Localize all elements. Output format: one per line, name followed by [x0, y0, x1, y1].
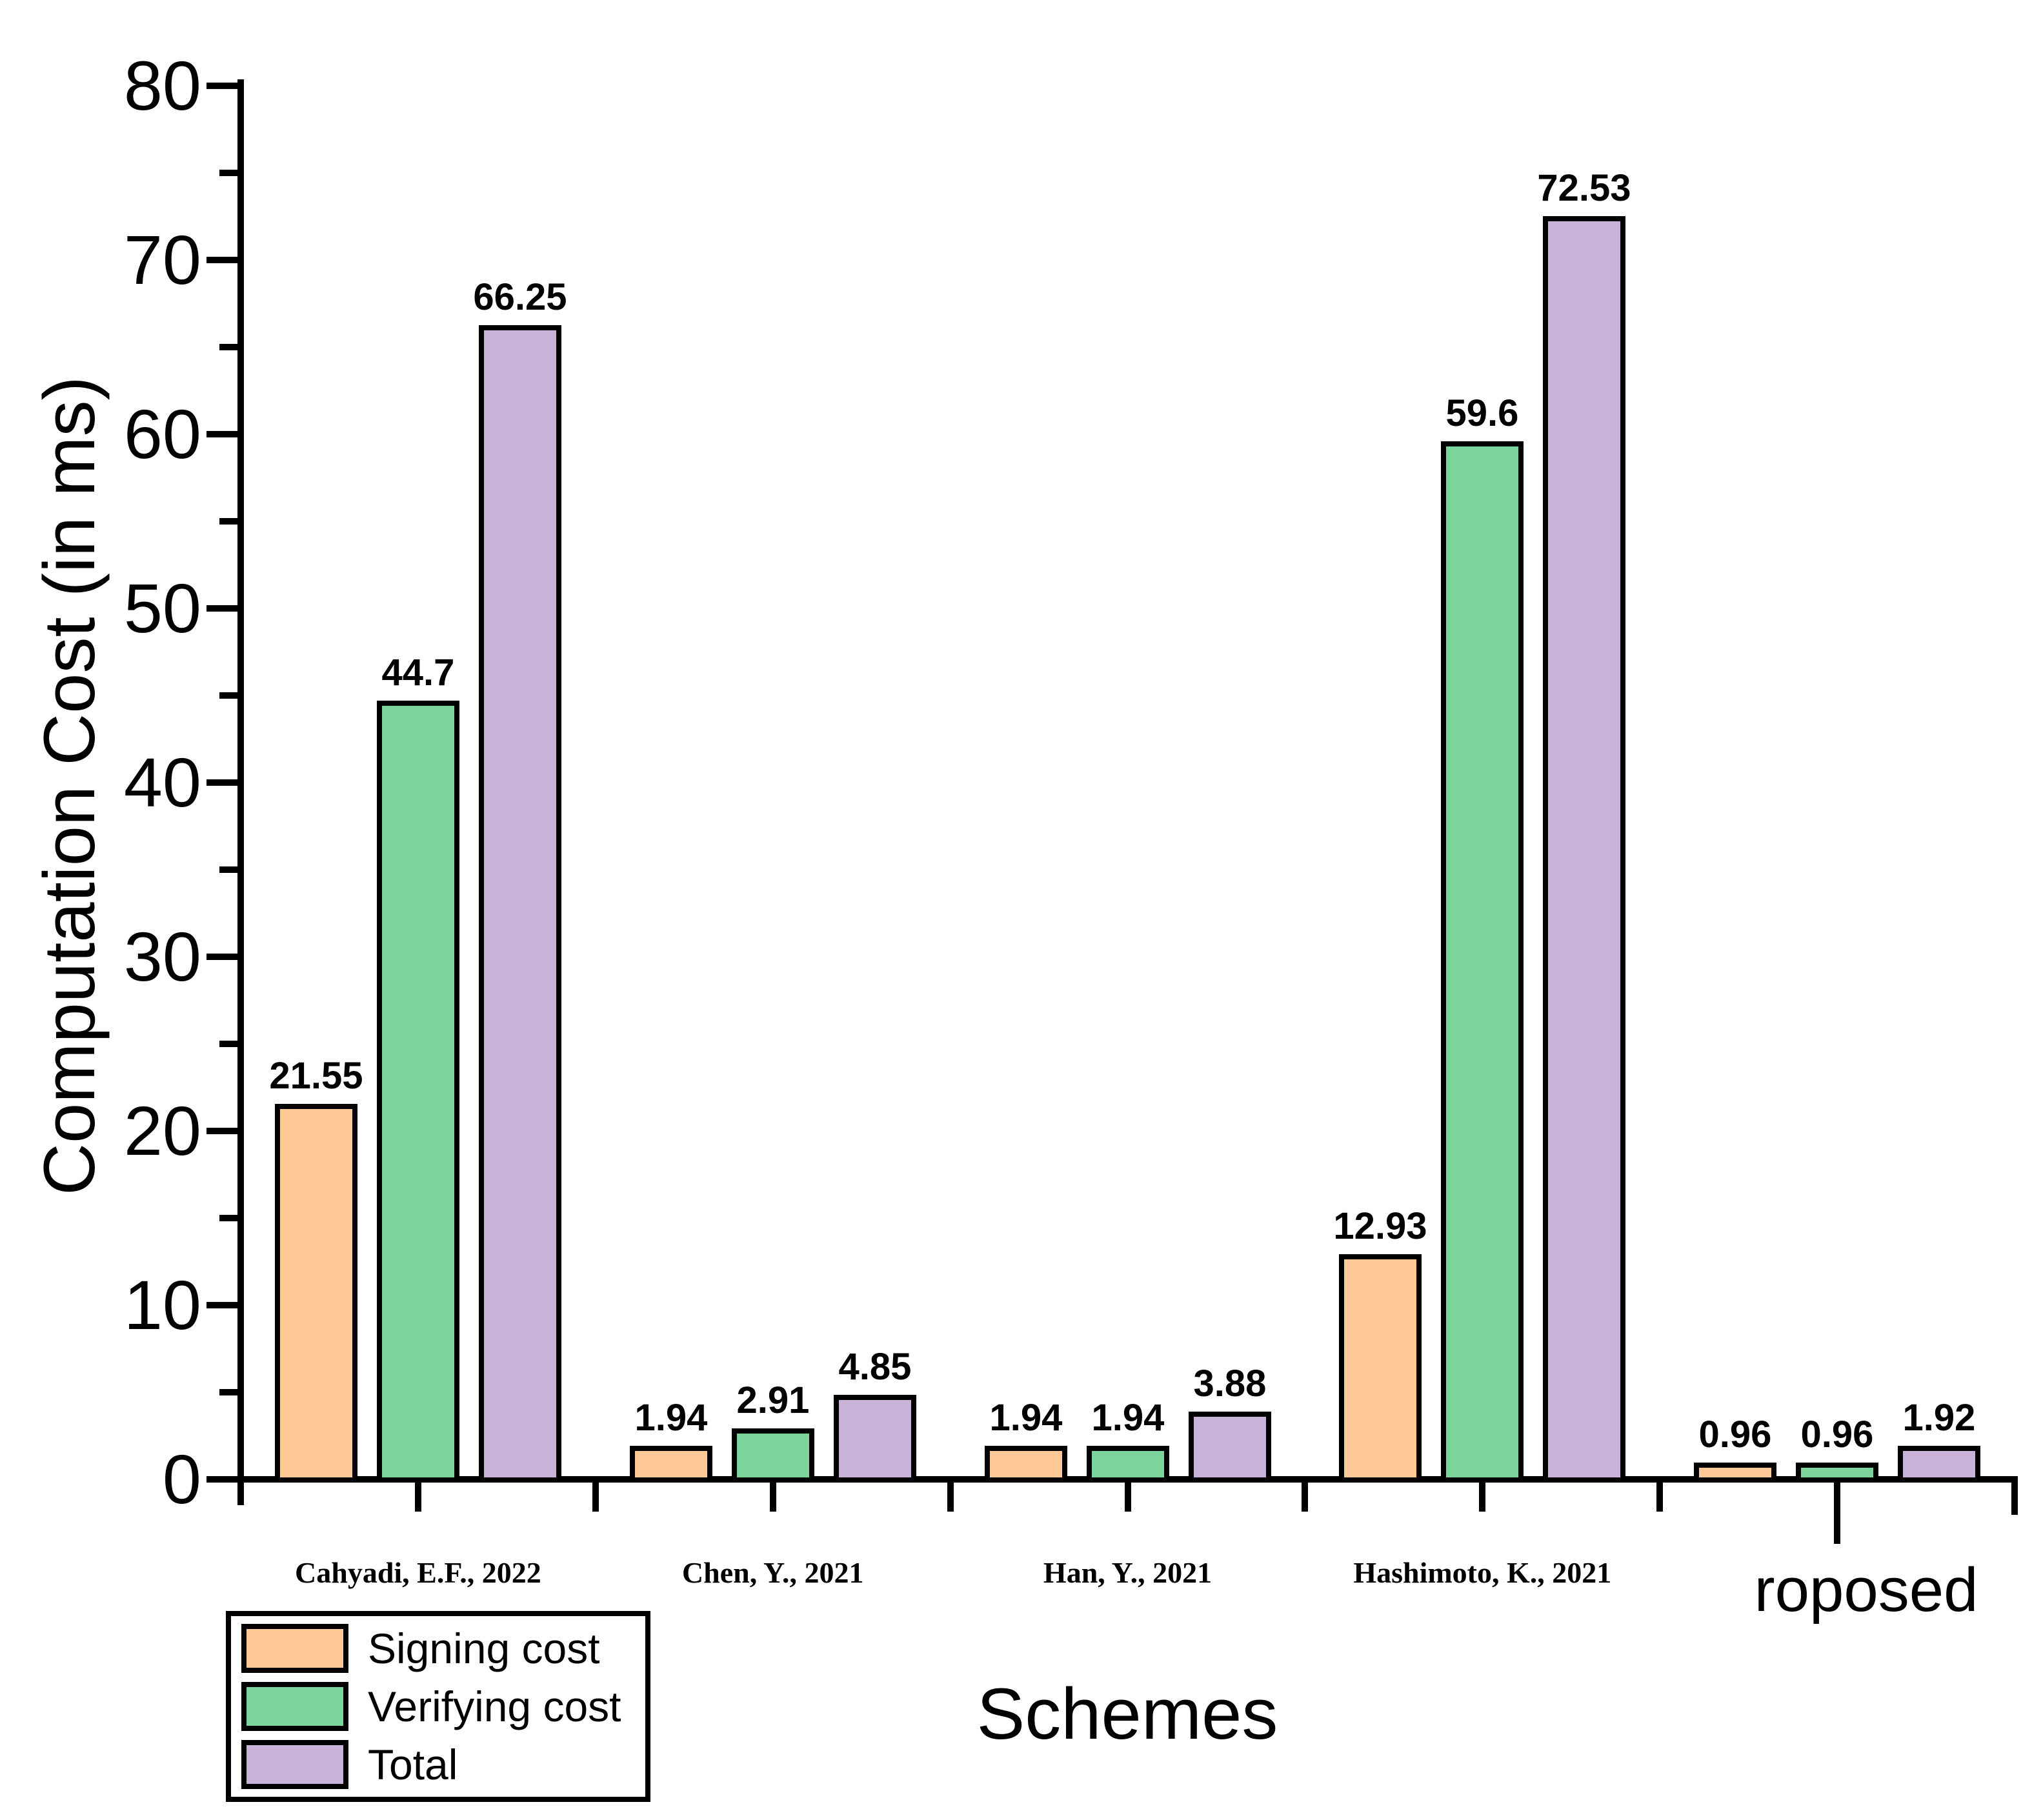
y-tick-label: 50 — [123, 569, 201, 647]
bar-verifying-cost-0 — [377, 701, 459, 1483]
x-tick — [414, 1483, 421, 1512]
x-tick-label-3: Hashimoto, K., 2021 — [1353, 1556, 1612, 1589]
y-tick-label: 60 — [123, 395, 201, 473]
bar-verifying-cost-4 — [1796, 1463, 1878, 1483]
y-major-tick — [206, 605, 237, 612]
y-tick-label: 10 — [123, 1266, 201, 1344]
y-minor-tick — [219, 344, 237, 350]
bar-value-label: 4.85 — [838, 1346, 912, 1388]
x-tick-label-0: Cahyadi, E.F., 2022 — [295, 1556, 541, 1589]
bar-value-label: 0.96 — [1800, 1414, 1874, 1455]
legend-swatch-total — [241, 1740, 348, 1789]
legend-swatch-verifying-cost — [241, 1682, 348, 1731]
bar-value-label: 59.6 — [1445, 392, 1519, 434]
bar-verifying-cost-1 — [732, 1428, 814, 1483]
legend-label: Total — [368, 1741, 458, 1788]
x-tick — [1479, 1483, 1486, 1512]
legend-label: Verifying cost — [368, 1683, 621, 1730]
y-major-tick — [206, 1128, 237, 1134]
x-tick — [592, 1483, 599, 1512]
y-tick-label: 40 — [123, 743, 201, 821]
y-tick-label: 0 — [162, 1440, 201, 1518]
y-major-tick — [206, 1476, 237, 1483]
y-minor-tick — [219, 170, 237, 176]
y-minor-tick — [219, 518, 237, 525]
bar-total-2 — [1189, 1412, 1271, 1483]
bar-total-1 — [834, 1395, 916, 1483]
bar-value-label: 72.53 — [1537, 167, 1631, 209]
y-minor-tick — [219, 866, 237, 873]
y-tick-label: 30 — [123, 917, 201, 995]
y-major-tick — [206, 257, 237, 263]
bar-total-0 — [479, 325, 561, 1483]
bar-value-label: 1.92 — [1902, 1397, 1976, 1439]
legend-item: Verifying cost — [241, 1682, 635, 1731]
y-minor-tick — [219, 1041, 237, 1047]
legend-item: Signing cost — [241, 1624, 635, 1673]
bar-value-label: 21.55 — [269, 1055, 363, 1097]
bar-value-label: 66.25 — [473, 276, 567, 318]
legend-item: Total — [241, 1740, 635, 1789]
y-minor-tick — [219, 692, 237, 699]
y-tick-label: 70 — [123, 221, 201, 299]
x-major-tick-long — [1834, 1483, 1841, 1544]
y-minor-tick — [219, 1215, 237, 1221]
bar-total-3 — [1543, 216, 1625, 1483]
bar-verifying-cost-3 — [1441, 441, 1524, 1483]
bar-value-label: 1.94 — [634, 1397, 708, 1439]
x-tick — [947, 1483, 954, 1512]
bar-value-label: 1.94 — [1091, 1397, 1165, 1439]
bar-signing-cost-2 — [985, 1446, 1067, 1483]
y-major-tick — [206, 779, 237, 786]
x-tick — [769, 1483, 776, 1512]
x-tick-label-4: roposed — [1754, 1555, 1978, 1625]
x-axis-title: Schemes — [976, 1674, 1278, 1754]
x-axis-endcap — [2011, 1479, 2018, 1515]
x-tick-label-1: Chen, Y., 2021 — [681, 1556, 864, 1589]
y-major-tick — [206, 83, 237, 89]
x-tick — [1656, 1483, 1664, 1512]
bar-signing-cost-0 — [275, 1104, 357, 1483]
y-major-tick — [206, 431, 237, 437]
y-axis-spine — [237, 79, 244, 1505]
bar-value-label: 1.94 — [989, 1397, 1063, 1439]
bar-total-4 — [1898, 1446, 1980, 1483]
legend-label: Signing cost — [368, 1625, 600, 1672]
y-major-tick — [206, 1302, 237, 1308]
x-tick-label-2: Han, Y., 2021 — [1043, 1556, 1212, 1589]
bar-signing-cost-1 — [630, 1446, 712, 1483]
bar-signing-cost-4 — [1694, 1463, 1776, 1483]
legend-swatch-signing-cost — [241, 1624, 348, 1673]
y-major-tick — [206, 954, 237, 960]
bar-value-label: 3.88 — [1193, 1363, 1267, 1405]
y-minor-tick — [219, 1389, 237, 1395]
x-tick — [1124, 1483, 1131, 1512]
y-tick-label: 20 — [123, 1092, 201, 1170]
bar-signing-cost-3 — [1339, 1254, 1422, 1483]
bar-value-label: 12.93 — [1333, 1205, 1427, 1247]
bar-value-label: 0.96 — [1698, 1414, 1772, 1455]
y-tick-label: 80 — [123, 46, 201, 125]
x-tick — [1302, 1483, 1309, 1512]
legend: Signing cost Verifying cost Total — [226, 1611, 650, 1802]
bar-value-label: 44.7 — [381, 652, 455, 694]
bar-verifying-cost-2 — [1087, 1446, 1169, 1483]
bar-value-label: 2.91 — [736, 1379, 810, 1421]
